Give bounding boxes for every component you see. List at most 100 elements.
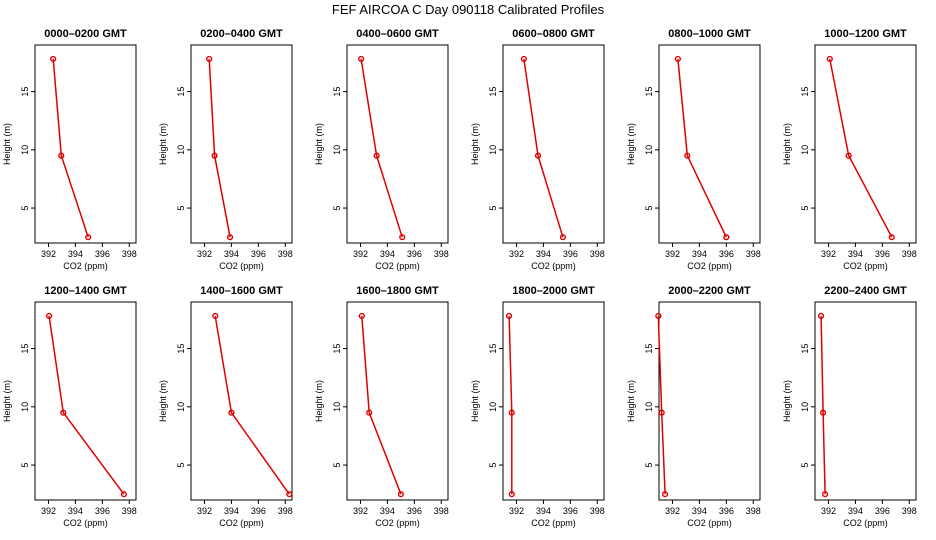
x-tick-label: 396	[719, 506, 734, 516]
plot-frame	[34, 301, 137, 501]
panel-title: 1400–1600 GMT	[200, 285, 283, 297]
profile-point	[723, 234, 730, 241]
x-tick-label: 392	[197, 249, 212, 259]
profile-panel: 1400–1600 GMT 392 394 396 398 5 10 15 CO2 (ppm) H…	[158, 285, 293, 528]
x-tick-label: 398	[122, 249, 137, 259]
y-axis-label: Height (m)	[2, 380, 12, 422]
y-axis-label: Height (m)	[626, 380, 636, 422]
x-tick-label: 394	[68, 249, 83, 259]
profile-point	[358, 55, 365, 63]
x-tick-label: 398	[434, 506, 449, 516]
x-tick-label: 392	[353, 249, 368, 259]
profile-line	[208, 58, 231, 238]
x-tick-label: 394	[380, 249, 395, 259]
y-tick-label: 5	[488, 206, 498, 211]
profile-point	[399, 234, 406, 241]
profile-point	[655, 312, 662, 320]
y-tick-label: 5	[332, 463, 342, 468]
x-axis-label: CO2 (ppm)	[687, 518, 732, 528]
profile-line	[360, 58, 403, 238]
figure-title: FEF AIRCOA C Day 090118 Calibrated Profi…	[332, 2, 605, 17]
y-tick-label: 10	[488, 145, 498, 155]
panel-title: 1000–1200 GMT	[824, 28, 907, 40]
panel-title: 0400–0600 GMT	[356, 28, 439, 40]
profile-point	[212, 312, 219, 320]
profile-panel: 0000–0200 GMT 392 394 396 398 5 10 15 CO2 (ppm) H…	[2, 28, 137, 271]
profile-panel: 1000–1200 GMT 392 394 396 398 5 10 15 CO2 (ppm) H…	[782, 28, 917, 271]
x-tick-label: 398	[590, 506, 605, 516]
profile-point	[819, 409, 827, 416]
y-axis-label: Height (m)	[158, 123, 168, 165]
x-axis-label: CO2 (ppm)	[63, 261, 108, 271]
panel-grid: 0000–0200 GMT 392 394 396 398 5 10 15 CO2 (ppm) H…	[2, 28, 917, 528]
profile-line	[523, 58, 564, 238]
y-tick-label: 10	[644, 402, 654, 412]
plot-frame	[658, 44, 761, 244]
x-tick-label: 394	[692, 249, 707, 259]
profile-point	[50, 55, 57, 63]
y-tick-label: 15	[332, 87, 342, 97]
x-tick-label: 396	[407, 506, 422, 516]
x-tick-label: 396	[95, 249, 110, 259]
profile-point	[120, 491, 127, 498]
y-axis-label: Height (m)	[626, 123, 636, 165]
profile-point	[658, 409, 665, 416]
profile-panel: 2000–2200 GMT 392 394 396 398 5 10 15 CO2 (ppm) H…	[626, 285, 761, 528]
profile-point	[826, 55, 833, 63]
x-tick-label: 394	[68, 506, 83, 516]
x-tick-label: 396	[719, 249, 734, 259]
x-tick-label: 392	[197, 506, 212, 516]
y-tick-label: 15	[20, 344, 30, 354]
y-tick-label: 5	[332, 206, 342, 211]
x-tick-label: 398	[590, 249, 605, 259]
x-tick-label: 392	[821, 249, 836, 259]
x-tick-label: 392	[353, 506, 368, 516]
panel-title: 1800–2000 GMT	[512, 285, 595, 297]
y-tick-label: 15	[176, 87, 186, 97]
y-axis-label: Height (m)	[314, 123, 324, 165]
x-tick-label: 398	[278, 506, 293, 516]
x-axis-label: CO2 (ppm)	[219, 261, 264, 271]
y-tick-label: 5	[800, 206, 810, 211]
y-axis-label: Height (m)	[782, 123, 792, 165]
x-tick-label: 396	[407, 249, 422, 259]
x-axis-label: CO2 (ppm)	[843, 261, 888, 271]
profile-point	[373, 152, 380, 159]
profile-point	[85, 234, 92, 241]
panel-title: 1600–1800 GMT	[356, 285, 439, 297]
x-tick-label: 392	[509, 249, 524, 259]
plot-frame	[814, 44, 917, 244]
x-tick-label: 398	[746, 506, 761, 516]
profile-panel: 0600–0800 GMT 392 394 396 398 5 10 15 CO2 (ppm) H…	[470, 28, 605, 271]
x-tick-label: 394	[692, 506, 707, 516]
panel-title: 0600–0800 GMT	[512, 28, 595, 40]
panel-title: 0200–0400 GMT	[200, 28, 283, 40]
profile-point	[60, 409, 67, 416]
x-tick-label: 392	[665, 249, 680, 259]
y-axis-label: Height (m)	[314, 380, 324, 422]
profile-point	[817, 312, 825, 320]
profile-panel: 1200–1400 GMT 392 394 396 398 5 10 15 CO2 (ppm) H…	[2, 285, 137, 528]
y-axis-label: Height (m)	[2, 123, 12, 165]
y-tick-label: 5	[644, 206, 654, 211]
y-tick-label: 15	[644, 87, 654, 97]
profile-point	[520, 55, 527, 63]
profile-point	[559, 234, 567, 241]
x-tick-label: 398	[122, 506, 137, 516]
y-tick-label: 5	[800, 463, 810, 468]
y-tick-label: 10	[800, 145, 810, 155]
profile-point	[505, 312, 513, 320]
plot-frame	[346, 44, 449, 244]
plot-frame	[190, 301, 293, 501]
y-axis-label: Height (m)	[470, 380, 480, 422]
x-tick-label: 394	[380, 506, 395, 516]
profile-line	[48, 315, 125, 495]
y-tick-label: 10	[176, 145, 186, 155]
x-tick-label: 392	[41, 506, 56, 516]
plot-frame	[346, 301, 449, 501]
y-tick-label: 5	[20, 463, 30, 468]
x-axis-label: CO2 (ppm)	[375, 518, 420, 528]
x-tick-label: 392	[821, 506, 836, 516]
profile-line	[657, 315, 666, 495]
x-tick-label: 394	[224, 506, 239, 516]
